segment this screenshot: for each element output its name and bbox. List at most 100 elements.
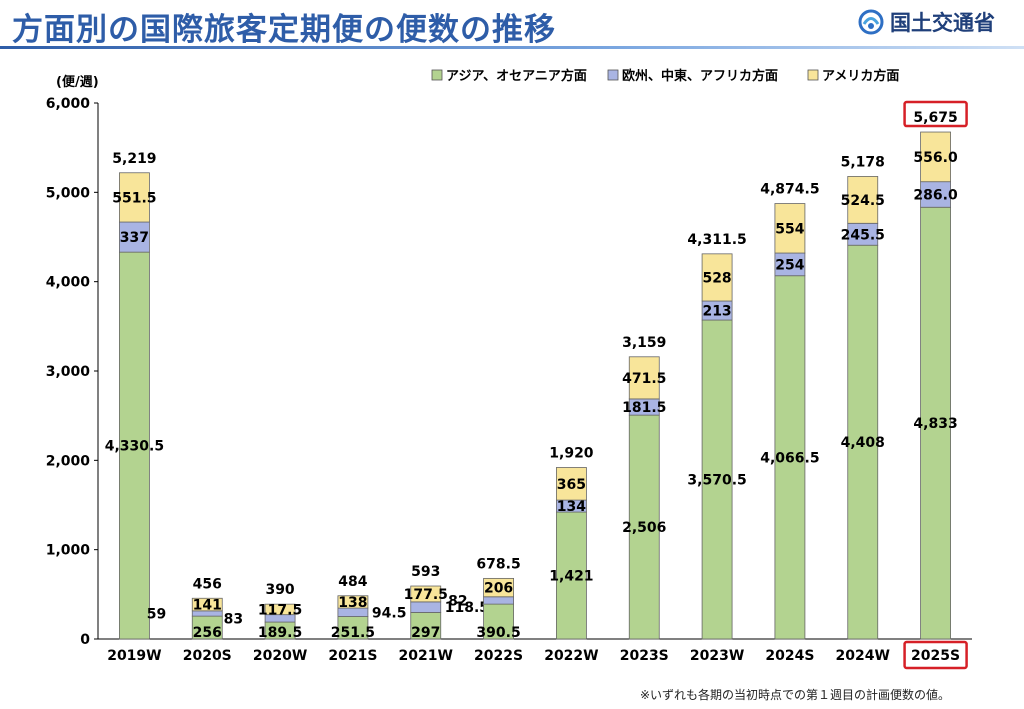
bar-segment [701,319,733,640]
x-tick-label: 2023S [620,648,669,664]
segment-value-label: 4,066.5 [760,450,819,466]
segment-value-label: 3,570.5 [687,473,746,489]
mlit-logo-icon [858,9,884,35]
segment-value-label: 117.5 [258,602,302,618]
segment-value-label: 471.5 [622,371,666,387]
x-tick-label: 2020S [183,648,232,664]
segment-value-label: 4,408 [841,435,885,451]
segment-value-label: 213 [702,304,731,320]
segment-value-label: 134 [557,499,586,515]
segment-value-label: 59 [147,606,166,622]
bar-segment [483,596,514,605]
bar-segment [483,603,514,640]
bar-segment [556,511,587,640]
bar-segment [337,595,369,609]
x-tick-label: 2022W [544,648,598,664]
total-value-label: 5,178 [841,154,885,170]
y-tick-label: 5,000 [46,185,91,201]
segment-value-label: 556.0 [913,150,958,166]
total-value-label: 390 [265,582,294,598]
segment-value-label: 390.5 [476,625,520,641]
total-value-label: 3,159 [622,335,666,351]
segment-value-label: 254 [775,257,804,273]
segment-value-label: 206 [484,581,513,597]
legend-swatch [807,69,819,81]
x-tick-label: 2024W [836,648,890,664]
segment-value-label: 524.5 [841,193,885,209]
total-value-label: 4,311.5 [687,232,746,248]
segment-value-label: 256 [193,625,222,641]
segment-value-label: 94.5 [372,605,407,621]
bar-segment [920,131,951,183]
segment-value-label: 82 [448,593,467,609]
segment-value-label: 118.5 [445,600,489,616]
segment-value-label: 4,330.5 [105,439,164,455]
y-tick-label: 1,000 [46,543,91,559]
segment-value-label: 528 [702,270,731,286]
segment-value-label: 286.0 [913,187,958,203]
bar-segment [119,221,150,253]
total-value-label: 1,920 [549,445,594,461]
bar-segment [264,603,296,616]
bar-segment [774,275,806,640]
highlight-box-category [903,640,968,670]
x-tick-label: 2023W [690,648,744,664]
bar-segment [920,181,951,208]
segment-value-label: 551.5 [112,190,156,206]
bar-segment [119,172,150,223]
segment-value-label: 181.5 [622,400,666,416]
y-tick-label: 4,000 [46,275,91,291]
bar-segment [628,414,660,640]
segment-value-label: 1,421 [549,569,593,585]
legend-swatch [607,69,619,81]
segment-value-label: 337 [120,230,149,246]
x-tick-label: 2022S [474,648,523,664]
y-tick-label: 6,000 [46,96,91,112]
bar-segment [410,585,442,603]
y-tick-label: 3,000 [46,364,91,380]
stacked-bar-chart: (便/週) 0 1,000 2,000 3,000 4,000 5,000 6,000 アジア、… [46,68,972,670]
total-value-label: 678.5 [476,556,520,572]
y-tick-label: 2,000 [46,453,91,469]
total-value-label: 5,675 [913,110,957,126]
segment-value-label: 365 [557,477,586,493]
segment-value-label: 554 [775,221,804,237]
bar-segment [774,203,806,254]
segment-value-label: 245.5 [841,227,885,243]
bar-segment [119,251,150,640]
logo-text: 国土交通省 [890,11,995,35]
bar-segment [556,467,587,501]
ministry-logo: 国土交通省 [858,6,995,38]
legend-label: アメリカ方面 [822,68,899,84]
x-tick-label: 2025S [911,648,960,664]
highlight-box-total [903,100,968,128]
bar-segment [628,356,660,400]
y-axis-unit-label: (便/週) [56,74,99,90]
legend-swatch [431,69,443,81]
total-value-label: 5,219 [112,151,156,167]
total-value-label: 4,874.5 [760,182,819,198]
segment-value-label: 297 [411,625,440,641]
bar-segment [847,244,879,640]
bar-segment [920,206,951,640]
segment-value-label: 141 [193,598,222,614]
bar-segment [410,601,442,613]
bar-segment [410,612,442,640]
legend-label: アジア、オセアニア方面 [446,68,587,84]
segment-value-label: 138 [338,595,367,611]
x-tick-label: 2021W [399,648,453,664]
x-tick-label: 2020W [253,648,307,664]
bar-segment [701,253,733,302]
total-value-label: 593 [411,564,440,580]
x-tick-label: 2024S [765,648,814,664]
bar-segment [191,597,223,612]
segment-value-label: 83 [224,611,243,627]
segment-value-label: 189.5 [258,625,302,641]
segment-value-label: 177.5 [404,587,448,603]
segment-value-label: 2,506 [622,520,666,536]
x-tick-label: 2021S [328,648,377,664]
title-underline [0,46,1024,49]
segment-value-label: 4,833 [913,416,957,432]
bar-segment [847,176,879,224]
bar-segment [483,577,514,598]
